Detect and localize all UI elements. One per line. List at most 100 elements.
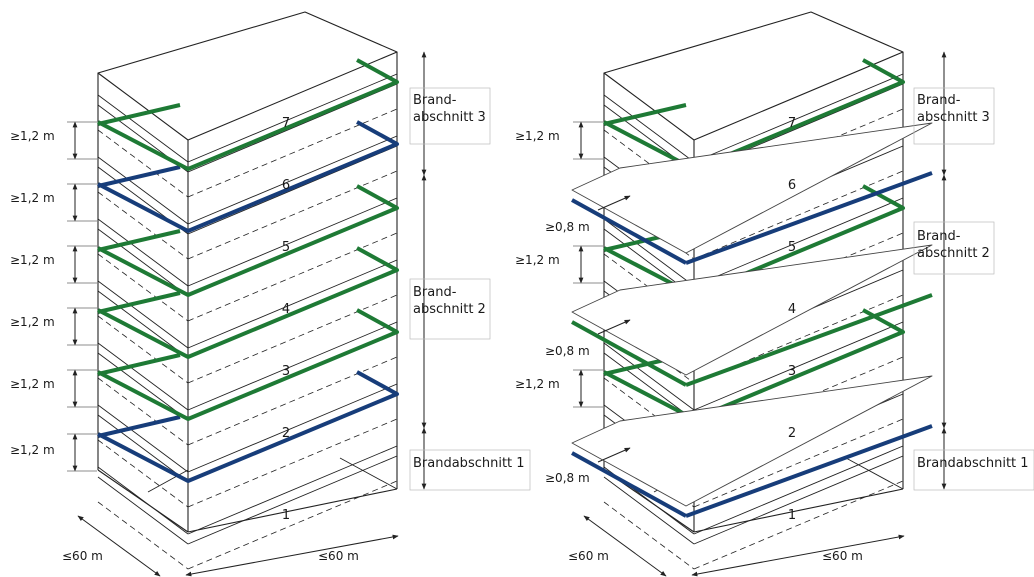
fire-barrier-floor-5 (603, 184, 905, 297)
slab-line (97, 156, 189, 225)
left-section-2-line2: abschnitt 2 (413, 302, 486, 317)
dashed-line (97, 129, 189, 198)
left-section-3-line1: Brand- (413, 93, 457, 108)
left-height-label: ≥1,2 m (10, 315, 55, 329)
left-floor-4-label: 4 (282, 302, 290, 317)
slab-line (187, 197, 398, 287)
slab-line (187, 145, 398, 235)
projecting-slab (571, 375, 933, 507)
section-label-box (913, 221, 995, 275)
slab-line (603, 476, 695, 545)
left-section-2-line1: Brand- (413, 285, 457, 300)
left-height-label: ≥1,2 m (10, 443, 55, 457)
fire-barrier-floor-7 (603, 58, 905, 171)
right-section-2-line1: Brand- (917, 229, 961, 244)
fire-barrier-floor-2 (97, 415, 181, 438)
slab-line (187, 445, 398, 535)
dashed-line (187, 356, 398, 446)
right-floor-4-label: 4 (788, 302, 796, 317)
projection-arrow (597, 195, 631, 211)
fire-barrier-floor-7 (97, 103, 181, 126)
right-floor-5-label: 5 (788, 240, 796, 255)
left-floor-6-label: 6 (282, 178, 290, 193)
left-height-label: ≥1,2 m (10, 377, 55, 391)
slab-line (97, 280, 189, 349)
dashed-line (187, 418, 398, 508)
depth-arrow (583, 515, 667, 577)
dashed-line (187, 108, 398, 198)
dashed-line (187, 480, 398, 570)
slab-line (693, 455, 904, 545)
slab-line (603, 352, 695, 421)
left-height-label: ≥1,2 m (10, 191, 55, 205)
right-section-1-label: Brandabschnitt 1 (917, 456, 1029, 471)
bottom-right (693, 488, 904, 533)
fire-barrier-floor-3 (97, 308, 399, 421)
fire-barrier-floor-5 (97, 229, 181, 252)
fire-barrier-floor-3 (603, 308, 905, 421)
left-floor-2-label: 2 (282, 426, 290, 441)
right-height-label: ≥1,2 m (515, 253, 560, 267)
fire-barrier-floor-3 (97, 353, 181, 376)
dashed-line (693, 170, 904, 260)
slab-line (97, 218, 189, 287)
projecting-slab-edge (571, 198, 687, 265)
projecting-slab-edge (571, 451, 687, 518)
fire-barrier-floor-5 (97, 184, 399, 297)
slab-line (97, 404, 189, 473)
right-depth-label: ≤60 m (568, 549, 609, 563)
right-floor-6-label: 6 (788, 178, 796, 193)
right-floor-1-label: 1 (788, 508, 796, 523)
right-width-label: ≤60 m (822, 549, 863, 563)
slab-line (187, 455, 398, 545)
dashed-line (693, 294, 904, 384)
slab-line (603, 94, 695, 163)
slab-line (187, 383, 398, 473)
right-floor-3-label: 3 (788, 364, 796, 379)
left-height-label: ≥1,2 m (10, 129, 55, 143)
section-label-box (409, 87, 491, 145)
slab-line (97, 476, 189, 545)
dashed-line (97, 439, 189, 508)
dashed-line (97, 253, 189, 322)
slab-line (97, 414, 189, 483)
right-projection-label: ≥0,8 m (545, 220, 590, 234)
fire-barrier-floor-4 (97, 246, 399, 359)
slab-line (97, 466, 189, 535)
left-floor-3-label: 3 (282, 364, 290, 379)
dashed-line (97, 315, 189, 384)
section-label-box (913, 87, 995, 145)
left-section-3-line2: abschnitt 3 (413, 110, 486, 125)
fire-barrier-floor-7 (603, 103, 687, 126)
left-depth-label: ≤60 m (62, 549, 103, 563)
right-section-3-line2: abschnitt 3 (917, 110, 990, 125)
bottom-right (187, 488, 398, 533)
width-arrow (691, 534, 905, 577)
ground-line (339, 457, 398, 490)
width-arrow (185, 534, 399, 577)
slab-line (187, 135, 398, 225)
left-width-label: ≤60 m (318, 549, 359, 563)
slab-line (603, 342, 695, 411)
slab-line (97, 352, 189, 421)
projecting-slab-edge (571, 320, 687, 387)
slab-line (97, 94, 189, 163)
dashed-line (97, 501, 189, 570)
dashed-line (187, 232, 398, 322)
slab-line (603, 218, 695, 287)
dashed-line (693, 418, 904, 508)
ground-line (147, 469, 189, 493)
projection-arrow (597, 319, 631, 335)
slab-line (187, 259, 398, 349)
dashed-line (97, 191, 189, 260)
left-building (97, 11, 399, 570)
section-label-box (409, 449, 531, 491)
left-floor-1-label: 1 (282, 508, 290, 523)
slab-line (97, 290, 189, 359)
ground-line (845, 457, 904, 490)
dashed-line (693, 480, 904, 570)
dashed-line (187, 294, 398, 384)
slab-line (693, 321, 904, 411)
fire-barrier-floor-7 (97, 58, 399, 171)
right-height-label: ≥1,2 m (515, 129, 560, 143)
